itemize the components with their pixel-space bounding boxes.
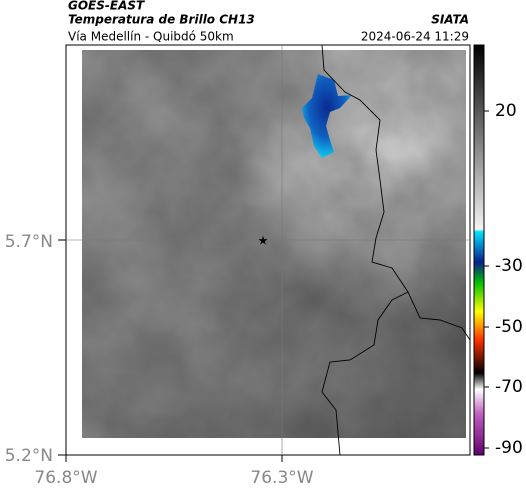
product: Temperatura de Brillo CH13: [68, 13, 255, 27]
colorbar-label: -90: [495, 438, 523, 458]
colorbar-ticks: 20 -30 -50 -70 -90: [484, 101, 523, 458]
border: [321, 291, 409, 456]
border: [321, 44, 471, 341]
map-frame: [65, 44, 471, 456]
colorbar-label: -50: [495, 317, 523, 337]
lat-label: 5.7°N: [5, 232, 53, 252]
lon-label: 76.3°W: [250, 468, 313, 488]
colorbar: [473, 44, 485, 456]
colorbar-label: -70: [495, 377, 523, 397]
region: Vía Medellín - Quibdó 50km: [68, 30, 234, 44]
colorbar-label: -30: [495, 256, 523, 276]
location-star: ★: [258, 234, 269, 248]
colorbar-label: 20: [495, 101, 517, 121]
lon-label: 76.8°W: [34, 468, 97, 488]
satellite: GOES-EAST: [68, 0, 145, 13]
source: SIATA: [431, 13, 469, 27]
satellite-image: [82, 50, 466, 438]
timestamp: 2024-06-24 11:29: [361, 30, 469, 44]
lat-label: 5.2°N: [5, 446, 53, 466]
